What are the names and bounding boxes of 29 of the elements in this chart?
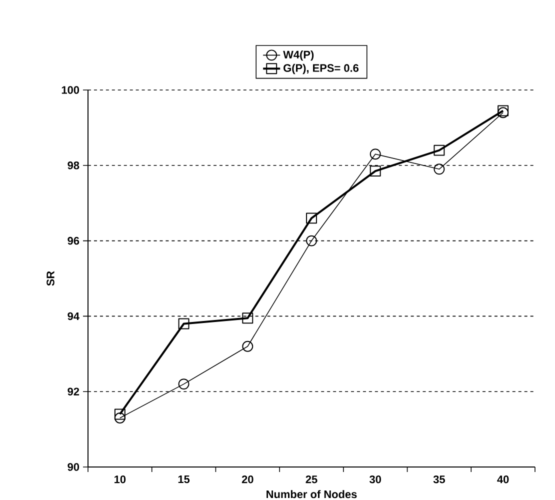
point (370, 148, 381, 160)
x-tick-label: 10 (114, 476, 126, 484)
point (178, 378, 190, 390)
point (306, 235, 317, 246)
x-tick-label: 30 (370, 476, 381, 484)
y-tick-label: 92 (68, 388, 80, 396)
point (114, 412, 126, 424)
y-tick-label: 94 (68, 312, 80, 320)
point (114, 408, 126, 420)
y-tick-label: 100 (62, 86, 80, 94)
y-tick-label: 96 (68, 236, 80, 245)
y-tick-label: 98 (68, 162, 80, 170)
point (242, 340, 254, 352)
legend-label: G(P), EPS= 0.6 (284, 64, 359, 74)
x-tick-label: 15 (178, 476, 190, 484)
y-axis-title: SR (46, 271, 54, 286)
x-tick-label: 35 (433, 476, 445, 484)
x-tick-label: 25 (306, 476, 318, 484)
legend-label: W4(P) (283, 50, 314, 61)
point (306, 212, 317, 224)
x-tick-label: 40 (497, 476, 509, 484)
y-tick-label: 90 (68, 463, 80, 471)
x-axis-title: Number of Nodes (266, 490, 357, 498)
point (178, 318, 190, 330)
point (370, 166, 381, 177)
x-tick-label: 20 (242, 476, 254, 484)
point (242, 312, 254, 324)
point (434, 164, 445, 175)
point (434, 144, 445, 156)
